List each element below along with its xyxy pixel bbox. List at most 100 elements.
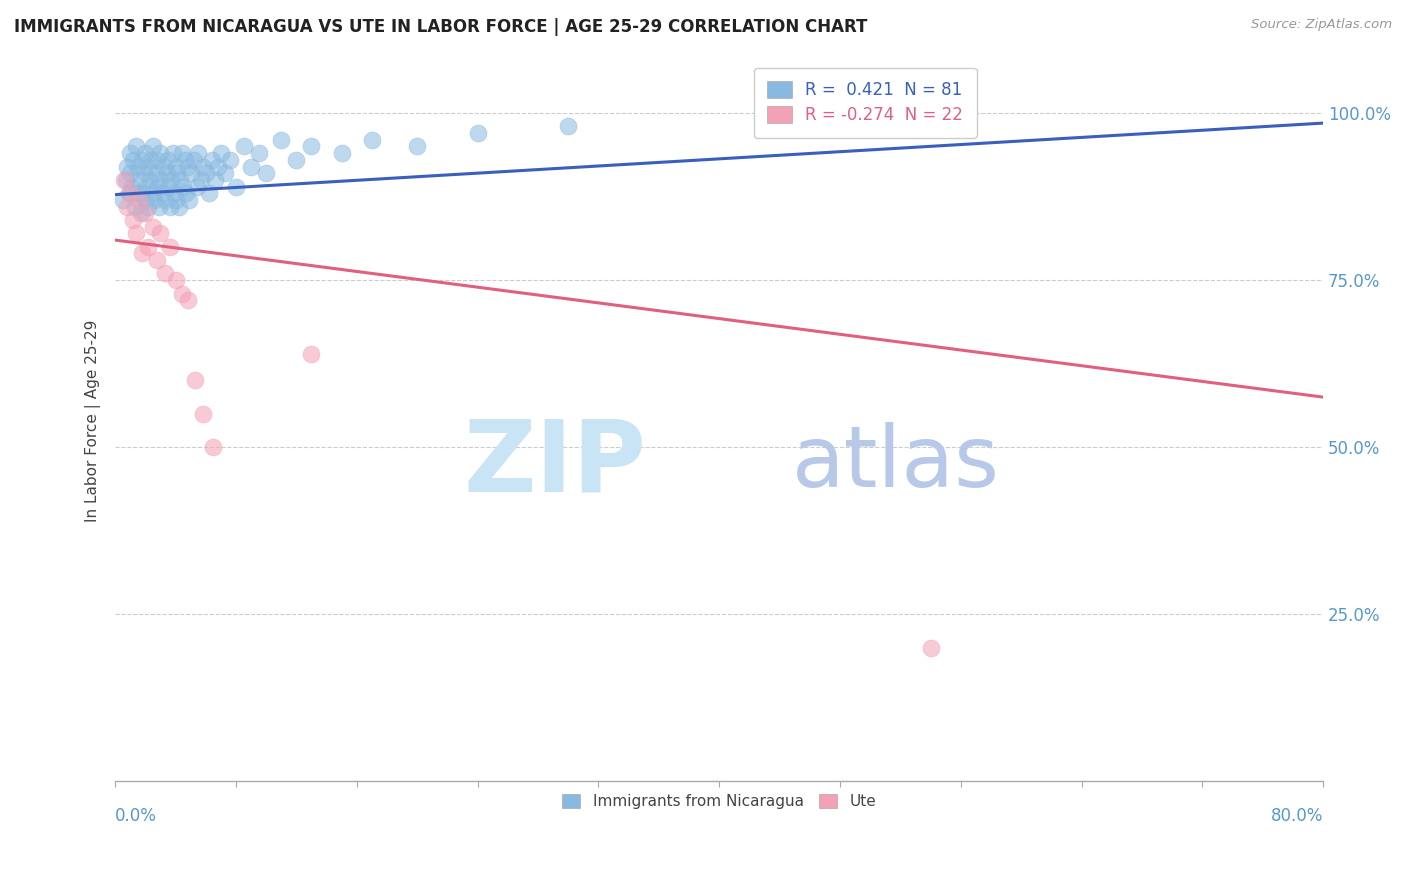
Point	[146, 179, 169, 194]
Point	[301, 347, 323, 361]
Point	[120, 166, 142, 180]
Point	[232, 139, 254, 153]
Point	[557, 120, 579, 134]
Point	[122, 213, 145, 227]
Point	[165, 160, 187, 174]
Point	[134, 146, 156, 161]
Point	[143, 193, 166, 207]
Y-axis label: In Labor Force | Age 25-29: In Labor Force | Age 25-29	[86, 319, 101, 522]
Point	[406, 139, 429, 153]
Point	[201, 153, 224, 167]
Point	[254, 166, 277, 180]
Point	[153, 267, 176, 281]
Point	[162, 146, 184, 161]
Point	[131, 186, 153, 201]
Point	[180, 166, 202, 180]
Point	[142, 139, 165, 153]
Point	[148, 200, 170, 214]
Point	[186, 179, 208, 194]
Point	[121, 179, 143, 194]
Point	[139, 173, 162, 187]
Text: atlas: atlas	[792, 422, 1000, 506]
Point	[122, 153, 145, 167]
Point	[149, 146, 172, 161]
Point	[160, 173, 183, 187]
Point	[152, 160, 174, 174]
Point	[120, 186, 142, 201]
Point	[204, 173, 226, 187]
Point	[159, 240, 181, 254]
Point	[141, 153, 163, 167]
Point	[124, 200, 146, 214]
Point	[129, 206, 152, 220]
Point	[127, 186, 149, 201]
Point	[240, 160, 263, 174]
Point	[118, 186, 141, 201]
Point	[183, 153, 205, 167]
Point	[173, 153, 195, 167]
Point	[170, 286, 193, 301]
Text: Source: ZipAtlas.com: Source: ZipAtlas.com	[1251, 18, 1392, 31]
Point	[157, 153, 180, 167]
Point	[187, 146, 209, 161]
Point	[135, 179, 157, 194]
Point	[111, 193, 134, 207]
Point	[270, 133, 292, 147]
Text: IMMIGRANTS FROM NICARAGUA VS UTE IN LABOR FORCE | AGE 25-29 CORRELATION CHART: IMMIGRANTS FROM NICARAGUA VS UTE IN LABO…	[14, 18, 868, 36]
Point	[214, 166, 236, 180]
Point	[117, 160, 139, 174]
Point	[128, 173, 150, 187]
Point	[330, 146, 353, 161]
Point	[138, 160, 160, 174]
Point	[194, 166, 217, 180]
Point	[163, 186, 186, 201]
Point	[142, 186, 165, 201]
Point	[184, 373, 207, 387]
Point	[176, 293, 198, 308]
Point	[172, 179, 194, 194]
Point	[225, 179, 247, 194]
Point	[112, 173, 135, 187]
Point	[146, 153, 169, 167]
Point	[125, 227, 148, 241]
Point	[207, 160, 229, 174]
Point	[191, 160, 214, 174]
Point	[167, 200, 190, 214]
Point	[138, 240, 160, 254]
Point	[176, 160, 198, 174]
Point	[138, 200, 160, 214]
Point	[202, 440, 225, 454]
Point	[169, 173, 191, 187]
Point	[149, 227, 172, 241]
Point	[131, 246, 153, 260]
Point	[155, 166, 177, 180]
Point	[219, 153, 242, 167]
Point	[127, 160, 149, 174]
Point	[170, 146, 193, 161]
Point	[159, 200, 181, 214]
Point	[209, 146, 232, 161]
Point	[153, 193, 176, 207]
Point	[190, 173, 212, 187]
Point	[247, 146, 270, 161]
Point	[165, 273, 187, 287]
Point	[134, 193, 156, 207]
Text: 80.0%: 80.0%	[1271, 806, 1323, 825]
Point	[128, 193, 150, 207]
Point	[165, 193, 187, 207]
Point	[198, 186, 221, 201]
Point	[134, 206, 156, 220]
Point	[125, 139, 148, 153]
Point	[131, 153, 153, 167]
Text: ZIP: ZIP	[464, 416, 647, 512]
Point	[920, 640, 942, 655]
Point	[166, 166, 188, 180]
Point	[467, 126, 489, 140]
Point	[191, 407, 214, 421]
Point	[146, 253, 169, 268]
Point	[114, 173, 136, 187]
Point	[145, 166, 167, 180]
Legend: Immigrants from Nicaragua, Ute: Immigrants from Nicaragua, Ute	[554, 787, 884, 817]
Point	[179, 193, 201, 207]
Point	[174, 186, 197, 201]
